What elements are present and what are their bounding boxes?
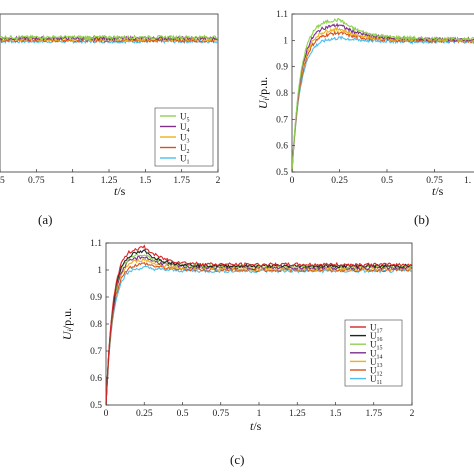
panel-b-series: [292, 17, 474, 172]
y-tick-label: 0.8: [90, 320, 102, 330]
legend-label: U14: [370, 348, 383, 360]
series-line-u17: [106, 244, 412, 405]
x-tick-label: 1.5: [330, 409, 342, 419]
series-line-u5: [292, 17, 474, 172]
y-tick-label: 0.7: [276, 115, 288, 125]
legend-label: U5: [180, 112, 190, 124]
series-line-u5: [0, 34, 218, 41]
series-line-u13: [106, 257, 412, 405]
y-tick-label: 0.5: [90, 401, 102, 411]
y-tick-label: 0.6: [90, 374, 102, 384]
panel-c-label: (c): [230, 452, 244, 467]
y-tick-label: 1: [97, 266, 102, 276]
series-line-u3: [292, 26, 474, 172]
x-tick-label: 1.25: [289, 409, 306, 419]
legend-label: U17: [370, 323, 383, 335]
x-tick-label: 1.75: [365, 409, 382, 419]
panel-a-xticks: 5 0.75 1 1.25 1.5 1.75 2: [0, 169, 221, 186]
panel-a-xlabel: t/s: [114, 184, 126, 198]
x-tick-label: 0.75: [212, 409, 229, 419]
x-tick-label: 2: [216, 176, 221, 186]
legend-label: U12: [370, 366, 383, 378]
y-tick-label: 1.1: [90, 239, 102, 249]
y-tick-label: 0.5: [276, 168, 288, 178]
x-tick-label: 0.25: [136, 409, 153, 419]
panel-b-xlabel: t/s: [432, 184, 444, 198]
x-tick-label: 1: [257, 409, 262, 419]
x-tick-label: 1.75: [173, 176, 190, 186]
panel-c-ylabel: Ui/p.u.: [60, 308, 75, 340]
x-tick-label: 0: [290, 176, 295, 186]
x-tick-label: 5: [0, 176, 5, 186]
y-tick-label: 0.7: [90, 347, 102, 357]
legend-label: U3: [180, 133, 190, 145]
y-tick-label: 0.8: [276, 89, 288, 99]
legend-label: U1: [180, 154, 190, 166]
panel-b-xticks: 0 0.25 0.5 0.75 1.: [290, 169, 471, 186]
panel-c: 0 0.25 0.5 0.75 1 1.25 1.5 1.75 2 0.50.60.70.80.…: [60, 239, 415, 467]
x-tick-label: 0.5: [177, 409, 189, 419]
legend-label: U15: [370, 340, 383, 352]
y-tick-label: 0.9: [90, 293, 102, 303]
legend-label: U2: [180, 143, 190, 155]
panel-b-ylabel: Ui/p.u.: [256, 77, 271, 109]
x-tick-label: 1.: [464, 176, 471, 186]
panel-b-yticks: 0.5 0.6 0.7 0.8 0.9 1 1.1: [276, 10, 295, 178]
x-tick-label: 1.25: [101, 176, 118, 186]
x-tick-label: 0.5: [381, 176, 393, 186]
x-tick-label: 0.75: [28, 176, 45, 186]
panel-a-series: [0, 34, 218, 45]
series-line-u4: [292, 22, 474, 172]
x-tick-label: 2: [410, 409, 415, 419]
x-tick-label: 1: [70, 176, 75, 186]
y-tick-label: 1.1: [276, 10, 288, 20]
y-tick-label: 0.9: [276, 63, 288, 73]
legend-label: U11: [370, 374, 382, 386]
panel-b-label: (b): [414, 212, 429, 227]
panel-c-xticks: 0 0.25 0.5 0.75 1 1.25 1.5 1.75 2: [104, 402, 415, 419]
legend-label: U4: [180, 122, 190, 134]
panel-c-xlabel: t/s: [250, 419, 262, 433]
panel-c-series: [106, 244, 412, 405]
legend-label: U13: [370, 357, 383, 369]
y-tick-label: 1: [283, 36, 288, 46]
panel-c-yticks: 0.5 0.6 0.7 0.8 0.9 1 1.1: [90, 239, 109, 411]
y-tick-label: 0.6: [276, 142, 288, 152]
x-tick-label: 0.25: [331, 176, 348, 186]
series-line-u2: [292, 30, 474, 172]
x-tick-label: 0: [104, 409, 109, 419]
panel-b: 0 0.25 0.5 0.75 1. 0.5 0.6 0.7 0.8 0.9 1 1.1 Ui/p.…: [256, 10, 474, 227]
x-tick-label: 0.75: [426, 176, 443, 186]
series-line-u14: [106, 255, 412, 405]
x-tick-label: 1.5: [139, 176, 151, 186]
series-line-u1: [292, 35, 474, 172]
legend-label: U16: [370, 331, 383, 343]
series-line-u2: [0, 37, 218, 44]
panel-a-label: (a): [38, 212, 52, 227]
